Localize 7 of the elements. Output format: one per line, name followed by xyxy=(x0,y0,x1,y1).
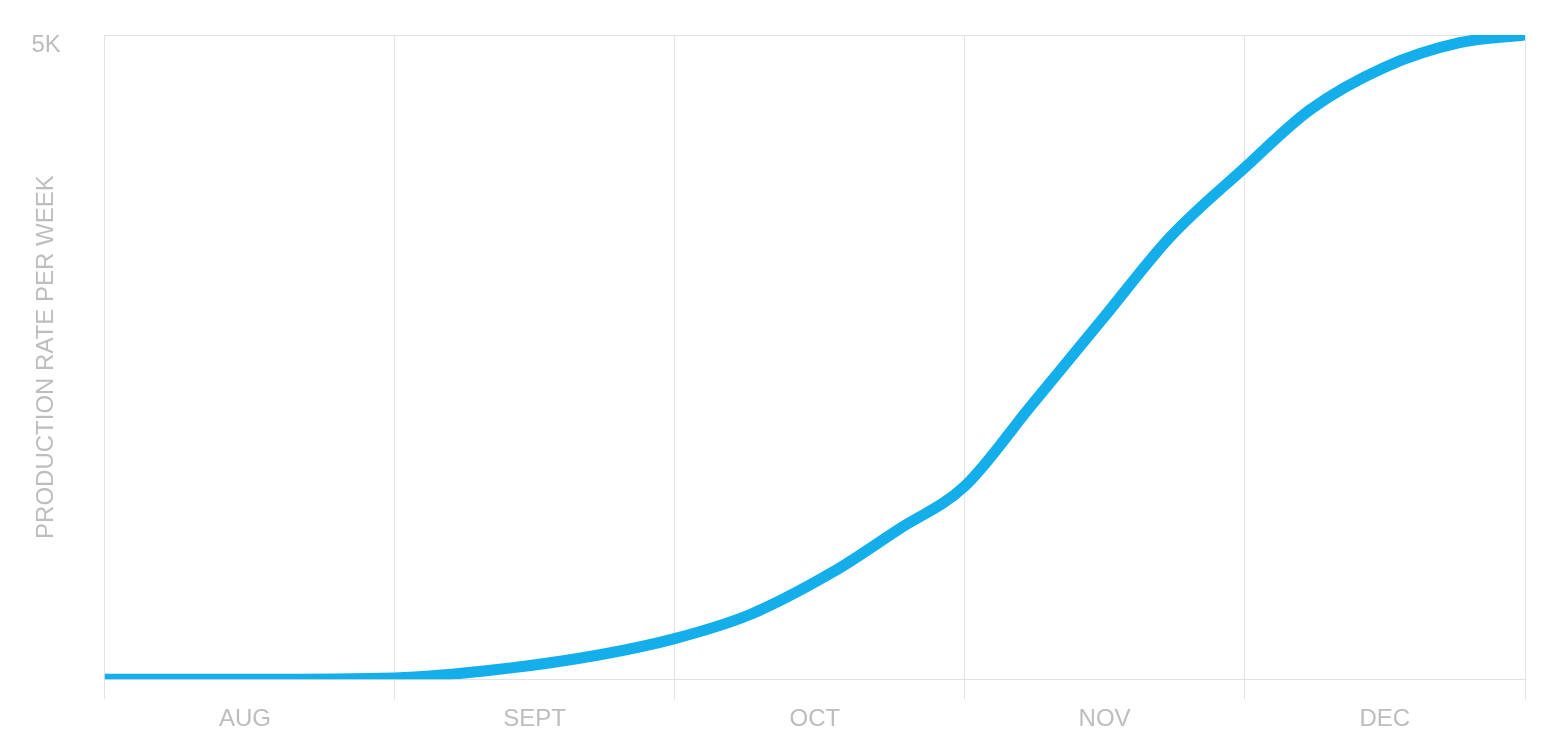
y-axis-title: PRODUCTION RATE PER WEEK xyxy=(31,175,59,539)
text: 5K xyxy=(31,29,61,57)
x-tick-label: DEC xyxy=(1359,704,1411,732)
x-tick-label: AUG xyxy=(218,704,271,732)
x-tick-label: SEPT xyxy=(503,704,567,732)
x-tick-label: OCT xyxy=(789,704,841,732)
x-tick-label: NOV xyxy=(1078,704,1131,732)
